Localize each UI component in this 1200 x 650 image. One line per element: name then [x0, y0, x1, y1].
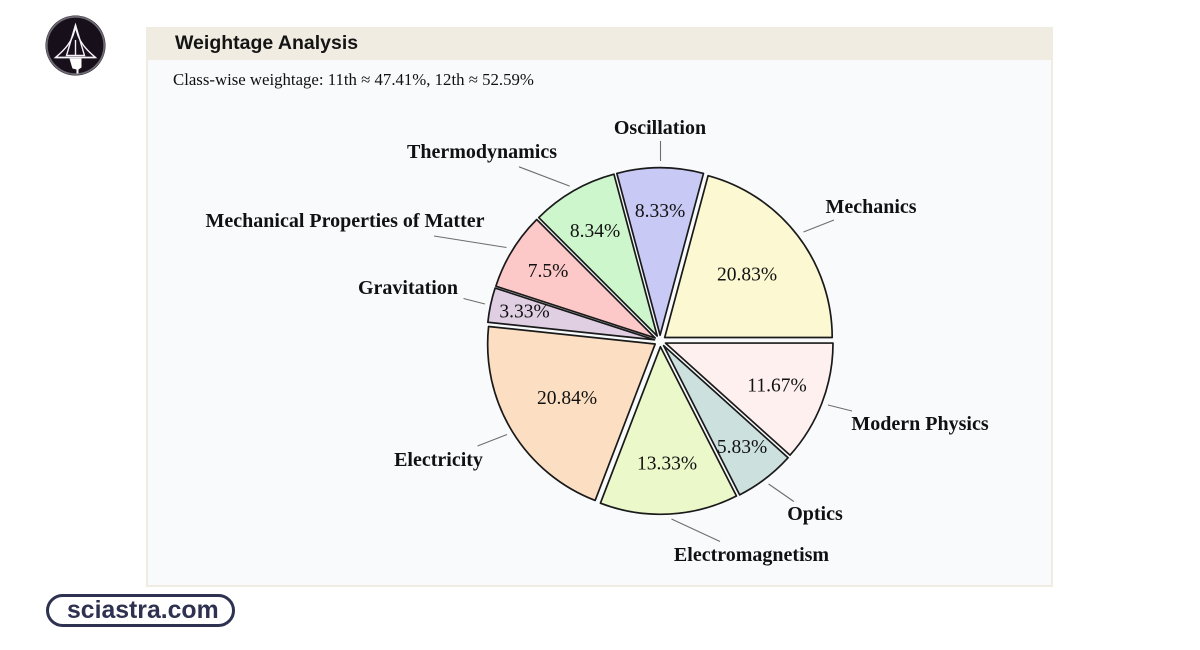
svg-text:5.83%: 5.83%	[717, 437, 767, 458]
svg-text:Thermodynamics: Thermodynamics	[407, 141, 557, 163]
svg-text:20.84%: 20.84%	[537, 388, 597, 409]
svg-text:7.5%: 7.5%	[528, 261, 569, 282]
svg-text:3.33%: 3.33%	[499, 302, 549, 323]
svg-text:Gravitation: Gravitation	[358, 277, 458, 299]
svg-text:8.34%: 8.34%	[570, 221, 620, 242]
svg-text:Mechanics: Mechanics	[825, 196, 916, 218]
svg-text:11.67%: 11.67%	[747, 376, 806, 397]
svg-text:Mechanical Properties of Matte: Mechanical Properties of Matter	[206, 210, 485, 232]
svg-text:20.83%: 20.83%	[717, 265, 777, 286]
svg-text:Modern Physics: Modern Physics	[851, 413, 988, 435]
svg-text:Optics: Optics	[787, 503, 843, 525]
svg-text:Electromagnetism: Electromagnetism	[674, 544, 829, 566]
svg-text:Oscillation: Oscillation	[614, 117, 706, 139]
svg-text:Electricity: Electricity	[394, 449, 483, 471]
svg-text:8.33%: 8.33%	[635, 201, 685, 222]
svg-text:13.33%: 13.33%	[637, 454, 697, 475]
